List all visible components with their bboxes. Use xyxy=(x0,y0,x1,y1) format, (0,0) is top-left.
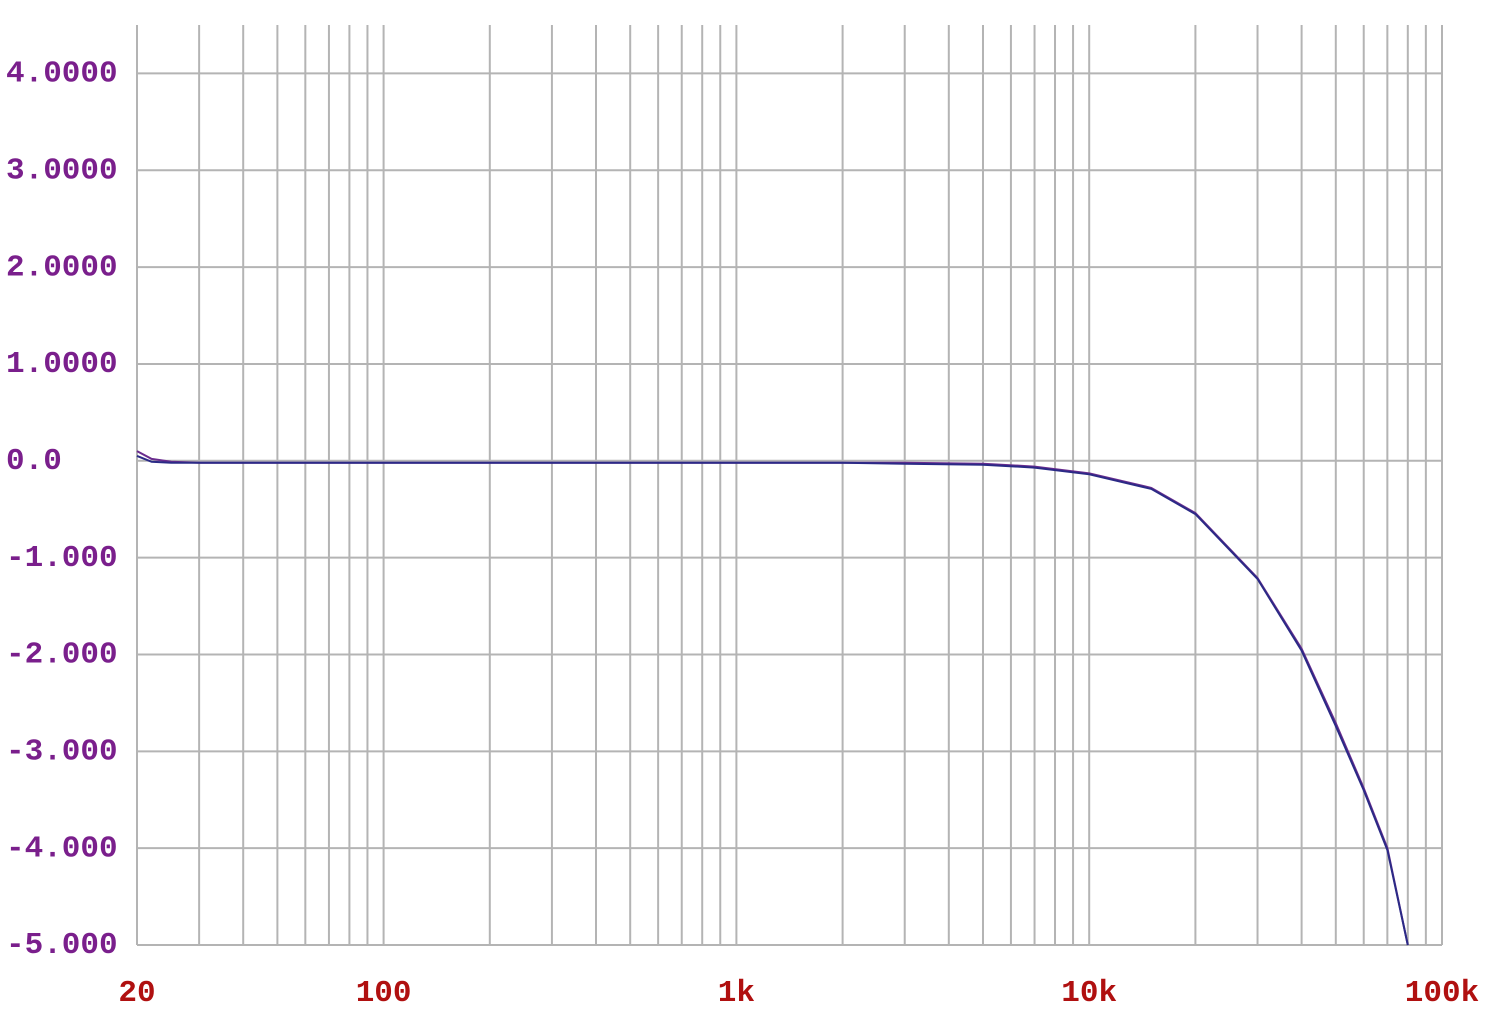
x-tick-label: 100k xyxy=(1405,976,1479,1011)
x-tick-label: 100 xyxy=(356,976,412,1011)
y-tick-label: 4.0000 xyxy=(6,57,118,92)
y-tick-label: -4.000 xyxy=(6,831,118,866)
data-line xyxy=(136,454,1409,946)
y-tick-label: -3.000 xyxy=(6,735,118,770)
y-tick-label: 0.0 xyxy=(6,444,62,479)
y-tick-label: -5.000 xyxy=(6,928,118,963)
y-tick-label: 3.0000 xyxy=(6,153,118,188)
data-line xyxy=(136,450,1409,946)
y-tick-label: -1.000 xyxy=(6,541,118,576)
y-tick-label: 1.0000 xyxy=(6,347,118,382)
y-tick-label: -2.000 xyxy=(6,638,118,673)
x-tick-label: 20 xyxy=(118,976,155,1011)
y-tick-label: 2.0000 xyxy=(6,250,118,285)
x-tick-label: 1k xyxy=(718,976,755,1011)
x-tick-label: 10k xyxy=(1061,976,1117,1011)
